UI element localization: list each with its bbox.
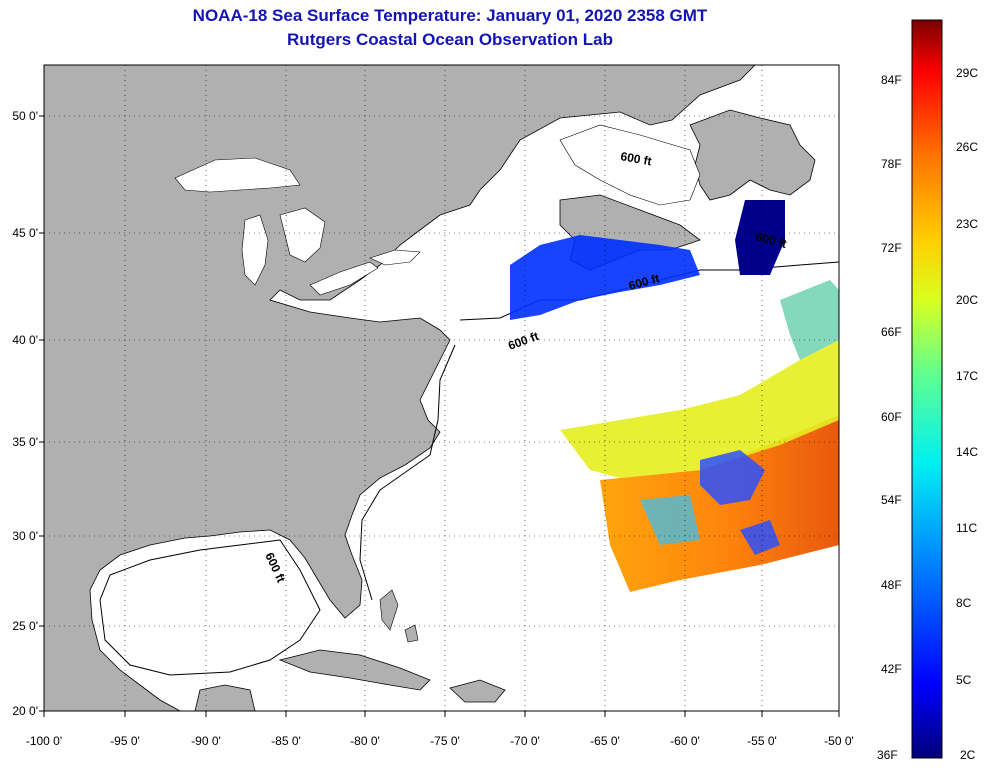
longitude-label: -65 0' bbox=[590, 734, 620, 748]
longitude-label: -55 0' bbox=[747, 734, 777, 748]
sst-swath-mid bbox=[560, 340, 839, 478]
colorbar-f-label: 54F bbox=[881, 493, 902, 507]
lake-huron bbox=[279, 207, 326, 263]
longitude-label: -90 0' bbox=[191, 734, 221, 748]
longitude-label: -95 0' bbox=[110, 734, 140, 748]
longitude-label: -60 0' bbox=[670, 734, 700, 748]
land-hispaniola bbox=[449, 679, 506, 703]
colorbar-c-label: 26C bbox=[956, 140, 979, 154]
map-frame bbox=[43, 64, 840, 712]
land-bahamas bbox=[379, 589, 419, 643]
land-yucatan bbox=[194, 684, 256, 711]
colorbar-f-label: 78F bbox=[881, 157, 902, 171]
colorbar-f-label: 48F bbox=[881, 578, 902, 592]
longitude-label: -70 0' bbox=[510, 734, 540, 748]
latitude-label: 35 0' bbox=[12, 435, 38, 449]
latitude-label: 25 0' bbox=[12, 619, 38, 633]
latitude-label: 40 0' bbox=[12, 333, 38, 347]
latitude-labels: 50 0' 45 0' 40 0' 35 0' 30 0' 25 0' 20 0' bbox=[12, 109, 44, 718]
sst-swath-cyan bbox=[640, 495, 700, 545]
lake-ontario bbox=[369, 249, 421, 266]
lake-superior bbox=[174, 157, 301, 193]
map-subtitle: Rutgers Coastal Ocean Observation Lab bbox=[287, 30, 613, 49]
latitude-label: 45 0' bbox=[12, 226, 38, 240]
contour-label: 600 ft bbox=[619, 149, 652, 168]
sst-coastal-cold bbox=[510, 235, 700, 320]
colorbar-f-label: 84F bbox=[881, 73, 902, 87]
colorbar-f-label: 66F bbox=[881, 325, 902, 339]
colorbar-c-label: 8C bbox=[956, 596, 972, 610]
colorbar-c-label: 17C bbox=[956, 369, 979, 383]
land-north-america bbox=[44, 65, 756, 711]
contour-600ft-gulf bbox=[99, 539, 321, 676]
land-cuba bbox=[278, 649, 431, 691]
longitude-label: -100 0' bbox=[26, 734, 62, 748]
colorbar-c-label: 29C bbox=[956, 66, 979, 80]
contour-600ft-shelf bbox=[359, 344, 456, 601]
latitude-label: 20 0' bbox=[12, 704, 38, 718]
colorbar-c-label: 2C bbox=[960, 748, 976, 762]
colorbar-f-label: 36F bbox=[877, 748, 898, 762]
latitude-label: 30 0' bbox=[12, 529, 38, 543]
lake-michigan bbox=[241, 214, 269, 286]
longitude-label: -85 0' bbox=[271, 734, 301, 748]
longitude-label: -75 0' bbox=[430, 734, 460, 748]
colorbar-f-label: 72F bbox=[881, 241, 902, 255]
latitude-label: 50 0' bbox=[12, 109, 38, 123]
sst-swath-cool bbox=[700, 450, 780, 555]
colorbar-c-label: 23C bbox=[956, 217, 979, 231]
longitude-label: -50 0' bbox=[824, 734, 854, 748]
lake-erie bbox=[309, 261, 379, 296]
colorbar-c-label: 11C bbox=[956, 521, 978, 535]
gulf-st-lawrence bbox=[559, 124, 701, 206]
longitude-labels: -100 0' -95 0' -90 0' -85 0' -80 0' -75 0' -70… bbox=[26, 711, 854, 748]
colorbar-c-label: 20C bbox=[956, 293, 979, 307]
colorbar-c-label: 14C bbox=[956, 445, 979, 459]
colorbar-f-label: 60F bbox=[881, 410, 902, 424]
sst-coastal-dark bbox=[735, 200, 785, 275]
colorbar-f-label: 42F bbox=[881, 662, 902, 676]
map-title: NOAA-18 Sea Surface Temperature: January… bbox=[192, 6, 708, 25]
colorbar bbox=[911, 19, 943, 759]
colorbar-c-label: 5C bbox=[956, 673, 972, 687]
longitude-label: -80 0' bbox=[350, 734, 380, 748]
